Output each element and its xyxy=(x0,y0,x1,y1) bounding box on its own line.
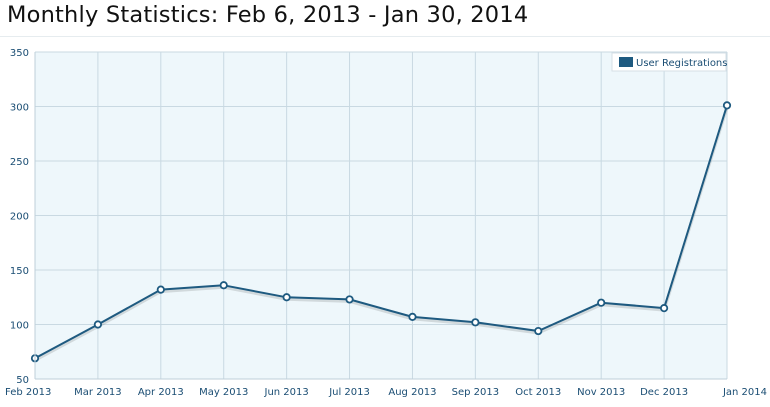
title-divider xyxy=(0,36,770,37)
x-tick-label: Nov 2013 xyxy=(577,387,625,398)
data-point xyxy=(156,285,165,294)
x-tick-label: Aug 2013 xyxy=(388,387,436,398)
x-tick-label: Sep 2013 xyxy=(452,387,499,398)
x-tick-label: Mar 2013 xyxy=(74,387,122,398)
x-tick-label: Jul 2013 xyxy=(328,387,370,398)
data-point xyxy=(534,326,543,336)
x-tick-label: Jan 2014 xyxy=(722,387,767,398)
data-point xyxy=(471,318,480,327)
y-tick-label: 50 xyxy=(16,375,29,386)
y-tick-label: 100 xyxy=(10,321,29,332)
x-tick-label: Feb 2013 xyxy=(5,387,51,398)
data-point xyxy=(408,312,417,321)
legend-swatch xyxy=(619,57,633,67)
legend-box xyxy=(611,52,727,72)
chart-grid xyxy=(34,51,728,380)
series-line-shadow xyxy=(34,106,729,362)
x-tick-label: Dec 2013 xyxy=(640,387,688,398)
y-tick-label: 350 xyxy=(10,48,29,59)
data-point xyxy=(282,293,291,302)
series-line xyxy=(34,105,728,360)
legend-label: User Registrations xyxy=(636,58,727,69)
data-point xyxy=(93,320,103,329)
data-point xyxy=(345,295,354,304)
data-point xyxy=(219,281,228,290)
chart-legend: User Registrations xyxy=(611,52,727,72)
y-tick-label: 300 xyxy=(10,103,29,114)
x-tick-label: Jun 2013 xyxy=(264,387,309,398)
y-tick-label: 150 xyxy=(10,266,29,277)
data-point xyxy=(597,298,606,307)
data-point xyxy=(659,304,669,313)
y-tick-label: 200 xyxy=(10,212,29,223)
x-tick-label: Apr 2013 xyxy=(138,387,184,398)
chart-axes: 50 100 150 200 250 300 350 Feb 2013 Mar 2013 Apr … xyxy=(5,48,767,398)
data-point xyxy=(722,101,732,110)
chart-series xyxy=(30,101,732,363)
page-title: Monthly Statistics: Feb 6, 2013 - Jan 30… xyxy=(7,2,529,28)
y-tick-label: 250 xyxy=(10,157,29,168)
x-tick-label: May 2013 xyxy=(199,387,248,398)
x-tick-label: Oct 2013 xyxy=(515,387,561,398)
